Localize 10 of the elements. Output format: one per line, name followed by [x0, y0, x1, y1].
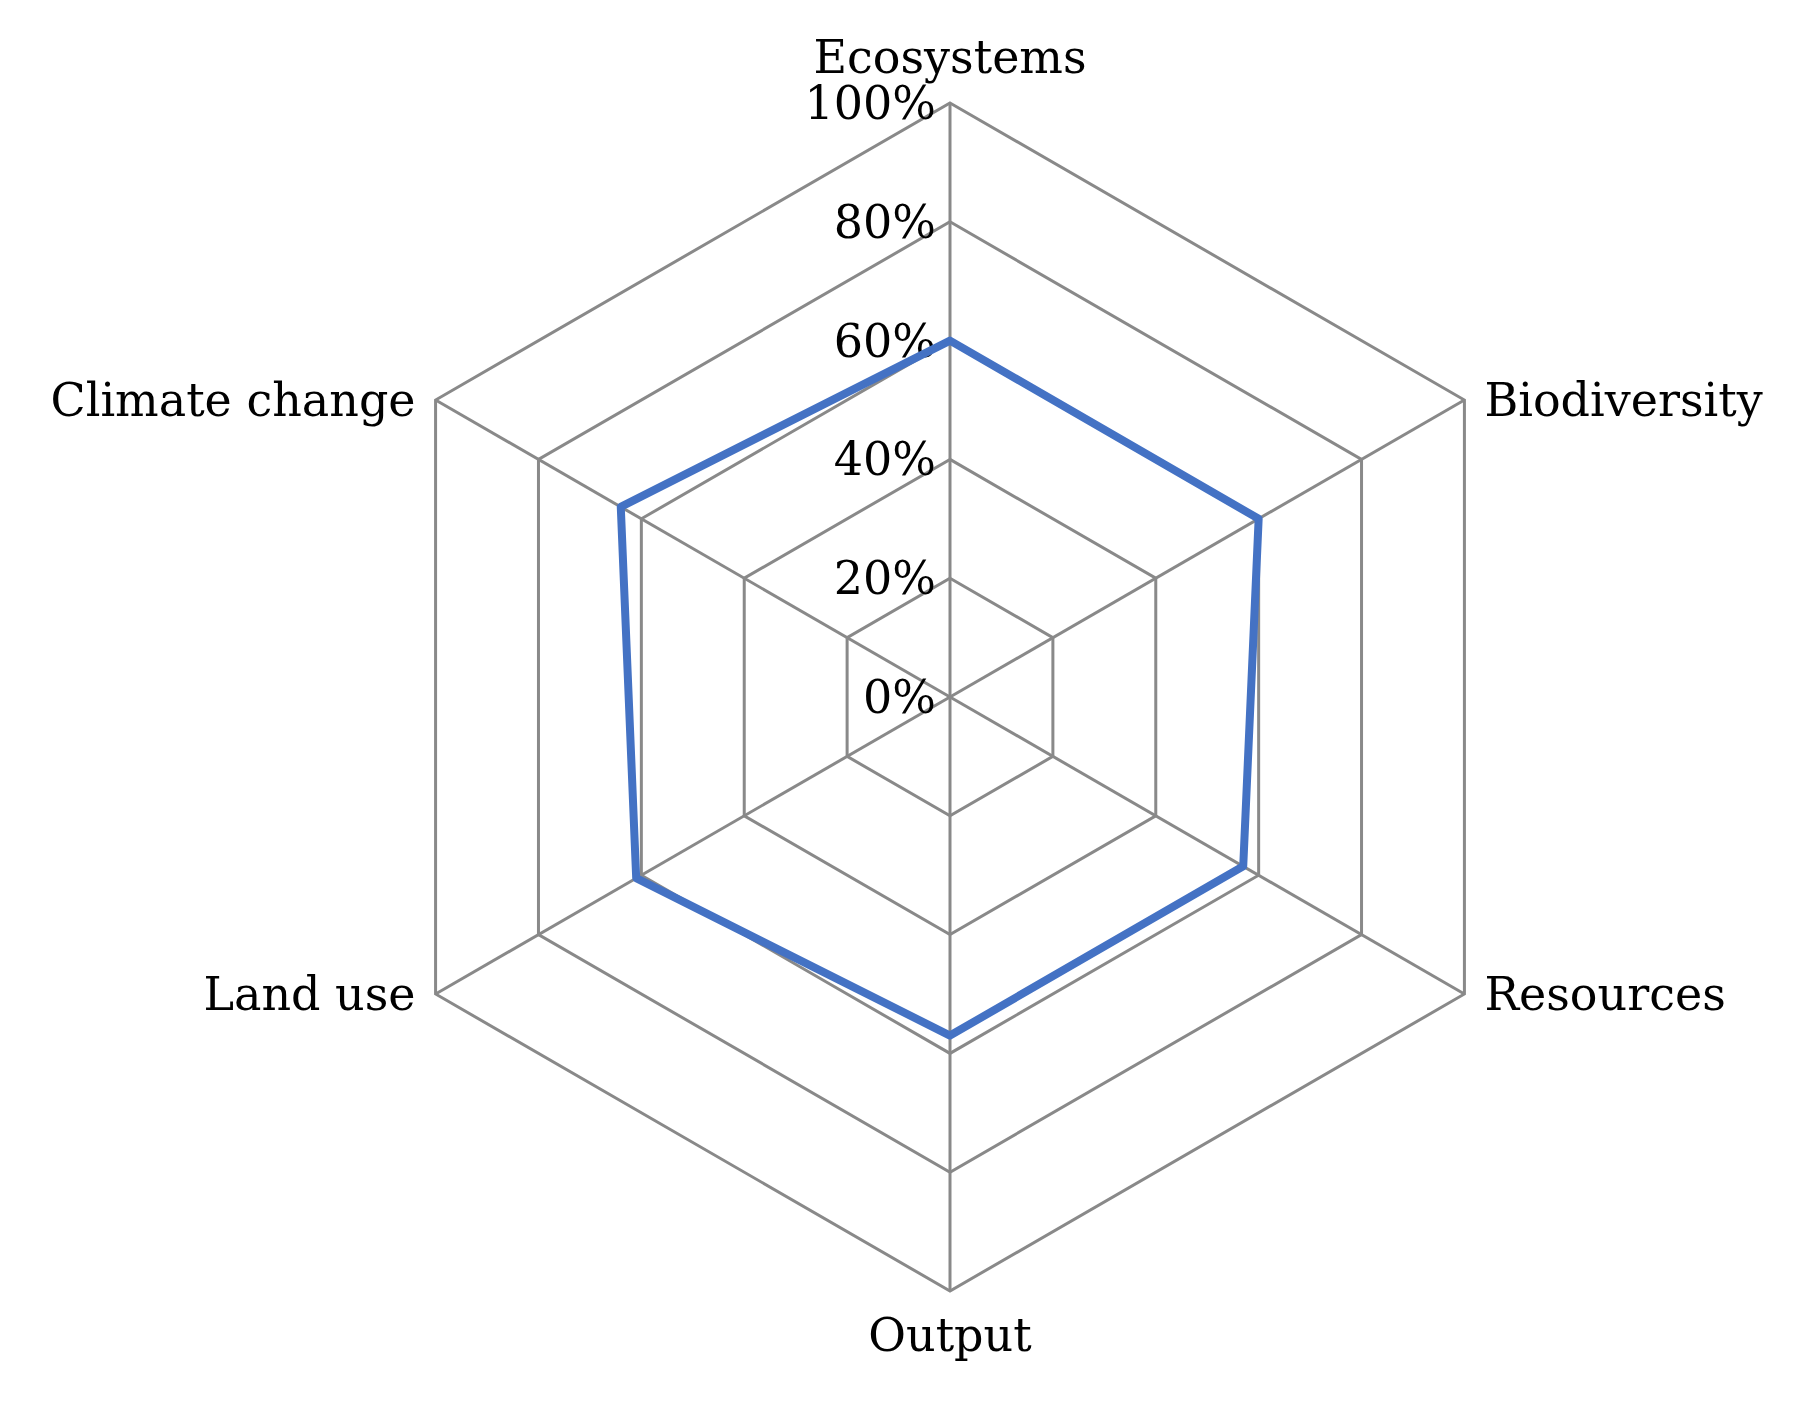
y-tick-label: 0%: [863, 670, 936, 724]
spoke-label: Output: [868, 1308, 1033, 1362]
y-tick-label: 20%: [833, 551, 936, 606]
y-tick-label: 60%: [833, 313, 936, 368]
y-tick-label: 80%: [833, 194, 936, 249]
spoke-label: Biodiversity: [1484, 373, 1763, 427]
spoke-label: Land use: [203, 967, 416, 1021]
y-tick-label: 40%: [833, 432, 936, 487]
spoke-label: Climate change: [50, 373, 416, 427]
spoke-label: Resources: [1484, 967, 1726, 1021]
